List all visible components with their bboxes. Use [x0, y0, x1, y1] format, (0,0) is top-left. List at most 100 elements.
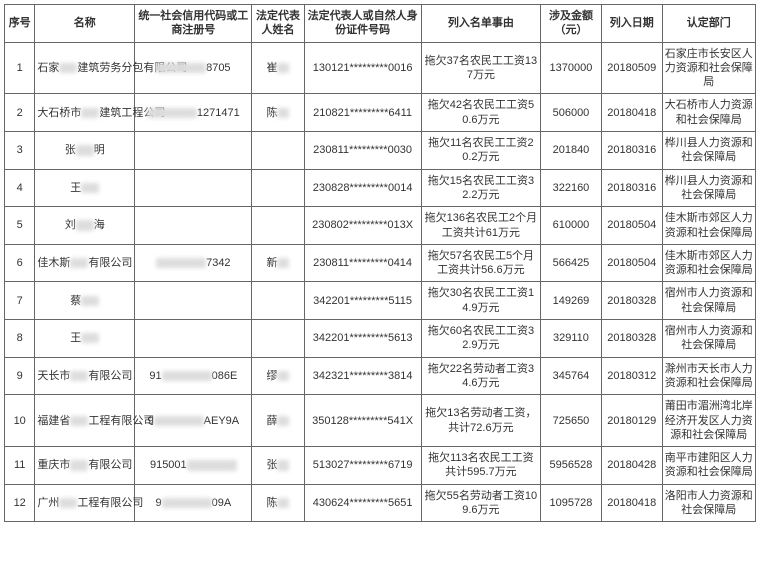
- cell-reason: 拖欠22名劳动者工资34.6万元: [421, 357, 540, 395]
- cell-name: 天长市x有限公司: [35, 357, 135, 395]
- cell-reason: 拖欠42名农民工工资50.6万元: [421, 94, 540, 132]
- cell-dept: 滁州市天长市人力资源和社会保障局: [662, 357, 755, 395]
- cell-rep: 陈x: [252, 94, 304, 132]
- cell-date: 20180418: [601, 484, 662, 522]
- cell-index: 9: [5, 357, 35, 395]
- cell-index: 6: [5, 244, 35, 282]
- cell-name: 张x明: [35, 132, 135, 170]
- table-row: 4王x230828*********0014拖欠15名农民工工资32.2万元32…: [5, 169, 756, 207]
- cell-name: 大石桥市x建筑工程公司: [35, 94, 135, 132]
- cell-amount: 149269: [541, 282, 602, 320]
- wage-defaulters-table: 序号 名称 统一社会信用代码或工商注册号 法定代表人姓名 法定代表人或自然人身份…: [4, 4, 756, 522]
- cell-rep: [252, 207, 304, 245]
- cell-reason: 拖欠37名农民工工资137万元: [421, 42, 540, 94]
- cell-dept: 宿州市人力资源和社会保障局: [662, 282, 755, 320]
- cell-code: [135, 207, 252, 245]
- cell-code: [135, 320, 252, 358]
- cell-index: 7: [5, 282, 35, 320]
- cell-date: 20180129: [601, 395, 662, 447]
- cell-id: 513027*********6719: [304, 447, 421, 485]
- cell-reason: 拖欠113名农民工工资共计595.7万元: [421, 447, 540, 485]
- table-row: 12广州x工程有限公司9x09A陈x430624*********5651拖欠5…: [5, 484, 756, 522]
- col-header-date: 列入日期: [601, 5, 662, 43]
- table-row: 10福建省x工程有限公司9xAEY9A薛x350128*********541X…: [5, 395, 756, 447]
- cell-date: 20180504: [601, 244, 662, 282]
- cell-rep: 陈x: [252, 484, 304, 522]
- cell-rep: 崔x: [252, 42, 304, 94]
- col-header-code: 统一社会信用代码或工商注册号: [135, 5, 252, 43]
- cell-name: 重庆市x有限公司: [35, 447, 135, 485]
- cell-date: 20180316: [601, 169, 662, 207]
- cell-amount: 345764: [541, 357, 602, 395]
- cell-amount: 1370000: [541, 42, 602, 94]
- cell-id: 210821*********6411: [304, 94, 421, 132]
- cell-reason: 拖欠13名劳动者工资，共计72.6万元: [421, 395, 540, 447]
- cell-date: 20180328: [601, 282, 662, 320]
- col-header-reason: 列入名单事由: [421, 5, 540, 43]
- cell-code: 9x09A: [135, 484, 252, 522]
- cell-id: 342201*********5613: [304, 320, 421, 358]
- cell-amount: 610000: [541, 207, 602, 245]
- cell-reason: 拖欠55名劳动者工资109.6万元: [421, 484, 540, 522]
- cell-dept: 宿州市人力资源和社会保障局: [662, 320, 755, 358]
- table-row: 2大石桥市x建筑工程公司x1271471陈x210821*********641…: [5, 94, 756, 132]
- cell-name: 王x: [35, 169, 135, 207]
- cell-index: 1: [5, 42, 35, 94]
- cell-id: 230828*********0014: [304, 169, 421, 207]
- cell-reason: 拖欠136名农民工2个月工资共计61万元: [421, 207, 540, 245]
- cell-dept: 佳木斯市郊区人力资源和社会保障局: [662, 244, 755, 282]
- cell-date: 20180428: [601, 447, 662, 485]
- cell-dept: 南平市建阳区人力资源和社会保障局: [662, 447, 755, 485]
- cell-name: 广州x工程有限公司: [35, 484, 135, 522]
- cell-amount: 1095728: [541, 484, 602, 522]
- col-header-dept: 认定部门: [662, 5, 755, 43]
- cell-rep: 缪x: [252, 357, 304, 395]
- table-row: 9天长市x有限公司91x086E缪x342321*********3814拖欠2…: [5, 357, 756, 395]
- cell-name: 蔡x: [35, 282, 135, 320]
- cell-amount: 5956528: [541, 447, 602, 485]
- col-header-amount: 涉及金额（元）: [541, 5, 602, 43]
- cell-amount: 201840: [541, 132, 602, 170]
- col-header-id: 法定代表人或自然人身份证件号码: [304, 5, 421, 43]
- cell-amount: 329110: [541, 320, 602, 358]
- cell-date: 20180316: [601, 132, 662, 170]
- cell-date: 20180328: [601, 320, 662, 358]
- cell-name: 福建省x工程有限公司: [35, 395, 135, 447]
- cell-id: 342201*********5115: [304, 282, 421, 320]
- cell-code: [135, 132, 252, 170]
- cell-rep: [252, 132, 304, 170]
- cell-id: 430624*********5651: [304, 484, 421, 522]
- cell-dept: 莆田市湄洲湾北岸经济开发区人力资源和社会保障局: [662, 395, 755, 447]
- table-row: 11重庆市x有限公司915001x张x513027*********6719拖欠…: [5, 447, 756, 485]
- cell-reason: 拖欠15名农民工工资32.2万元: [421, 169, 540, 207]
- col-header-name: 名称: [35, 5, 135, 43]
- cell-code: 9xAEY9A: [135, 395, 252, 447]
- cell-id: 230811*********0030: [304, 132, 421, 170]
- cell-reason: 拖欠30名农民工工资14.9万元: [421, 282, 540, 320]
- cell-dept: 桦川县人力资源和社会保障局: [662, 169, 755, 207]
- cell-code: 915001x: [135, 447, 252, 485]
- cell-rep: 新x: [252, 244, 304, 282]
- cell-rep: [252, 169, 304, 207]
- cell-dept: 桦川县人力资源和社会保障局: [662, 132, 755, 170]
- table-row: 1石家x建筑劳务分包有限公司x8705崔x130121*********0016…: [5, 42, 756, 94]
- cell-amount: 725650: [541, 395, 602, 447]
- table-row: 6佳木斯x有限公司x7342新x230811*********0414拖欠57名…: [5, 244, 756, 282]
- cell-rep: 薛x: [252, 395, 304, 447]
- col-header-rep: 法定代表人姓名: [252, 5, 304, 43]
- cell-dept: 石家庄市长安区人力资源和社会保障局: [662, 42, 755, 94]
- cell-reason: 拖欠57名农民工5个月工资共计56.6万元: [421, 244, 540, 282]
- cell-amount: 506000: [541, 94, 602, 132]
- cell-index: 5: [5, 207, 35, 245]
- cell-index: 11: [5, 447, 35, 485]
- table-row: 7蔡x 342201*********5115拖欠30名农民工工资14.9万元14…: [5, 282, 756, 320]
- cell-rep: [252, 320, 304, 358]
- cell-index: 4: [5, 169, 35, 207]
- table-row: 3张x明230811*********0030拖欠11名农民工工资20.2万元2…: [5, 132, 756, 170]
- cell-index: 8: [5, 320, 35, 358]
- cell-id: 342321*********3814: [304, 357, 421, 395]
- cell-dept: 大石桥市人力资源和社会保障局: [662, 94, 755, 132]
- cell-code: x1271471: [135, 94, 252, 132]
- cell-code: [135, 169, 252, 207]
- cell-id: 230811*********0414: [304, 244, 421, 282]
